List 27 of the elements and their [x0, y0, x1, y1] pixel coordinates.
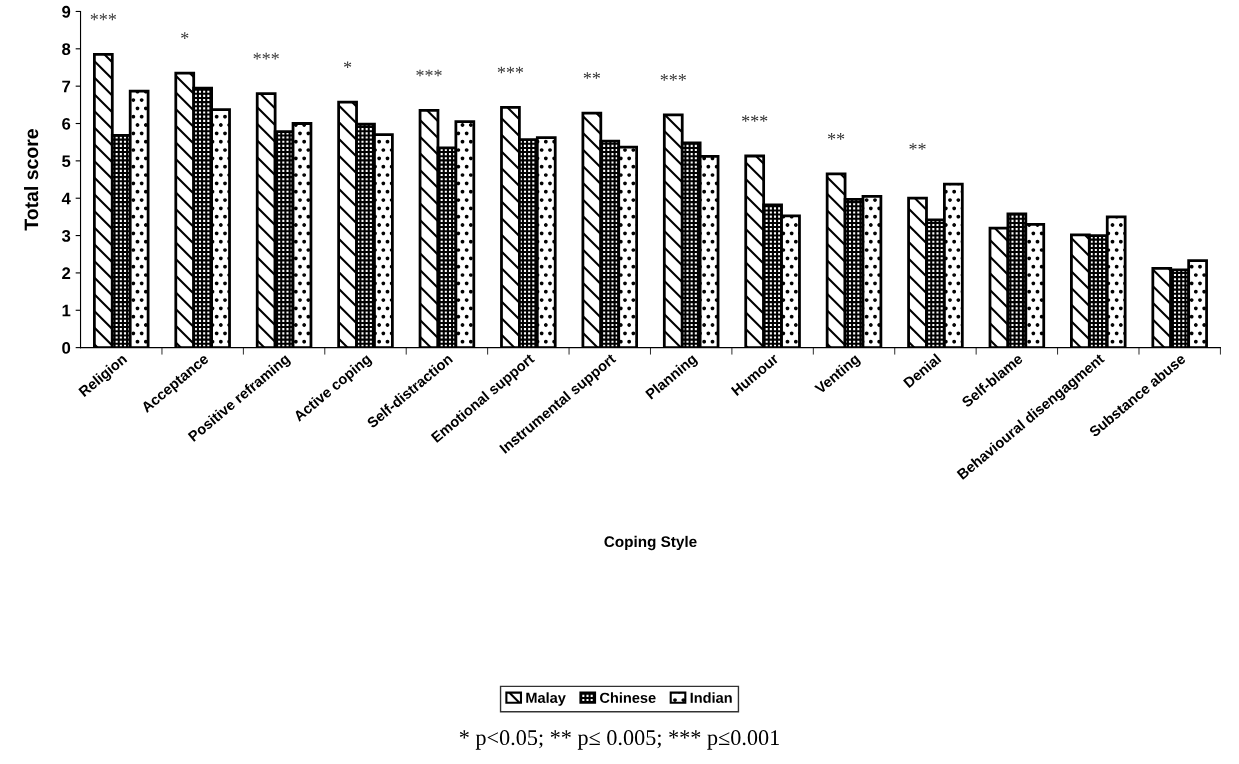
y-tick-label: 7: [62, 80, 71, 93]
annotation: ***: [497, 66, 524, 74]
annotation: ***: [660, 74, 686, 81]
legend-label: Indian: [690, 692, 732, 703]
y-tick-label: 2: [62, 267, 71, 279]
text: * p<0.05; ** p≤ 0.005; *** p≤0.001: [459, 730, 779, 750]
annotation: **: [827, 133, 845, 140]
annotation: ***: [90, 13, 117, 21]
annotation: ***: [253, 52, 279, 60]
x-axis-title: Coping Style: [604, 535, 697, 551]
y-tick-label: 0: [62, 342, 71, 354]
annotation: ***: [416, 69, 442, 77]
annotation: **: [909, 143, 926, 150]
y-tick-label: 8: [62, 43, 71, 56]
annotation: *: [343, 61, 352, 69]
annotation: ***: [742, 115, 768, 122]
y-tick-label: 1: [62, 304, 71, 317]
y-axis-title: Total score: [23, 129, 39, 231]
y-tick-label: 6: [62, 117, 71, 130]
y-tick-label: 3: [61, 229, 71, 242]
legend-label: Chinese: [600, 692, 656, 703]
legend-label: Malay: [526, 692, 566, 706]
y-tick-label: 4: [61, 192, 71, 205]
annotation: **: [583, 72, 601, 79]
y-tick-label: 5: [62, 155, 71, 168]
annotation: *: [181, 32, 189, 39]
y-tick-label: 9: [62, 5, 71, 18]
